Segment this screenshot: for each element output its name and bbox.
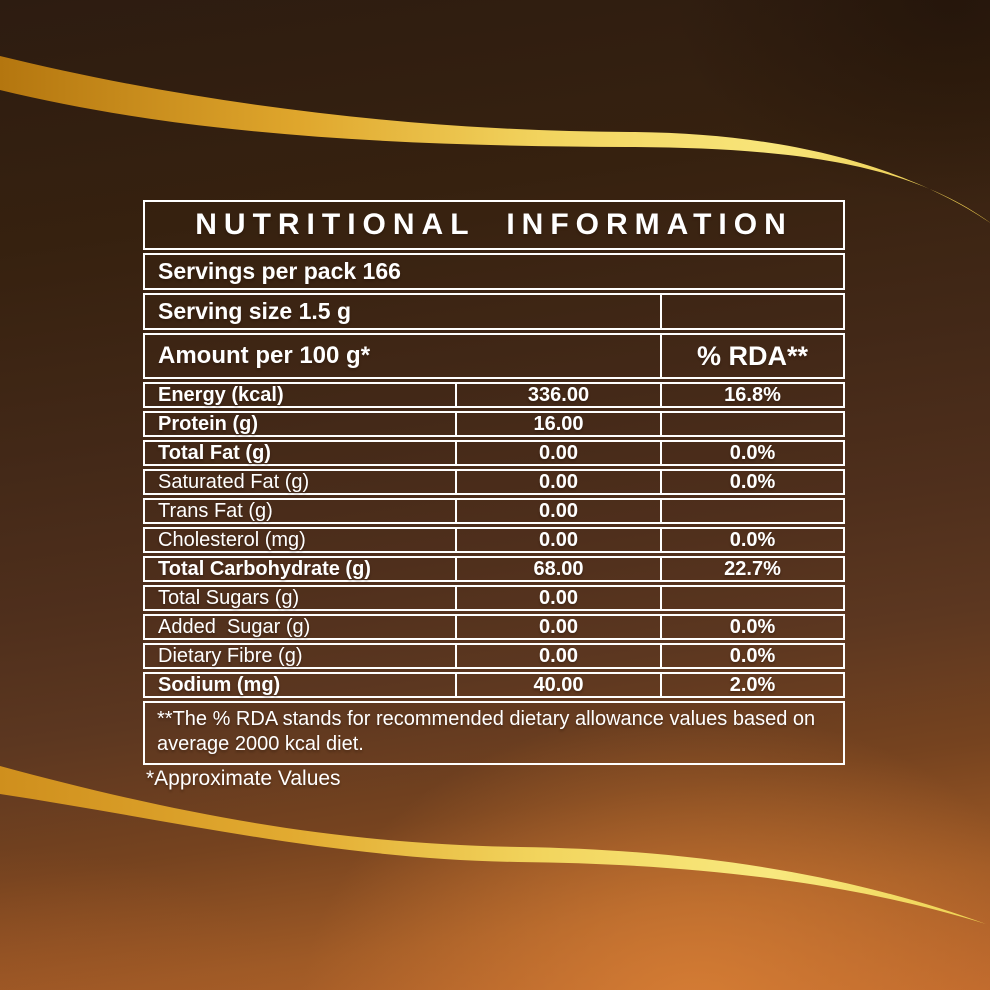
serving-size-row: Serving size 1.5 g — [143, 293, 845, 330]
nutrient-label: Total Carbohydrate (g) — [158, 557, 371, 580]
nutrient-label: Total Fat (g) — [158, 441, 271, 464]
rda-header: % RDA** — [660, 335, 843, 377]
approximate-values-note: *Approximate Values — [146, 767, 341, 790]
nutrient-label: Sodium (mg) — [158, 673, 281, 696]
nutrient-rda: 0.0% — [660, 471, 843, 493]
nutrient-rda — [660, 413, 843, 435]
nutrient-rda — [660, 587, 843, 609]
nutrient-rda — [660, 500, 843, 522]
nutrient-value: 68.00 — [455, 558, 660, 580]
nutrient-value: 0.00 — [455, 442, 660, 464]
nutrient-rda: 0.0% — [660, 616, 843, 638]
nutrient-value: 0.00 — [455, 471, 660, 493]
table-row-trans-fat: Trans Fat (g) 0.00 — [143, 498, 845, 524]
nutrient-value: 0.00 — [455, 587, 660, 609]
amount-per-header: Amount per 100 g* — [158, 342, 371, 369]
nutrient-rda: 0.0% — [660, 442, 843, 464]
nutrient-label: Protein (g) — [158, 412, 258, 435]
nutrient-rda: 0.0% — [660, 529, 843, 551]
nutrient-label: Energy (kcal) — [158, 383, 284, 406]
nutrient-value: 336.00 — [455, 384, 660, 406]
nutrient-label: Added Sugar (g) — [158, 615, 311, 638]
table-row-cholesterol: Cholesterol (mg) 0.00 0.0% — [143, 527, 845, 553]
nutrient-value: 0.00 — [455, 645, 660, 667]
table-row-dietary-fibre: Dietary Fibre (g) 0.00 0.0% — [143, 643, 845, 669]
serving-size-text: Serving size 1.5 g — [158, 298, 352, 324]
nutrient-label: Cholesterol (mg) — [158, 528, 306, 551]
nutrient-rda: 16.8% — [660, 384, 843, 406]
table-row-total-sugars: Total Sugars (g) 0.00 — [143, 585, 845, 611]
servings-per-pack-row: Servings per pack 166 — [143, 253, 845, 290]
table-title: NUTRITIONAL INFORMATION — [195, 208, 793, 241]
table-row-saturated-fat: Saturated Fat (g) 0.00 0.0% — [143, 469, 845, 495]
nutrient-value: 40.00 — [455, 674, 660, 696]
table-title-row: NUTRITIONAL INFORMATION — [143, 200, 845, 250]
nutrient-label: Saturated Fat (g) — [158, 470, 310, 493]
servings-per-pack-text: Servings per pack 166 — [158, 258, 401, 284]
nutrition-table: NUTRITIONAL INFORMATION Servings per pac… — [143, 200, 845, 765]
nutrient-value: 0.00 — [455, 616, 660, 638]
serving-size-empty-cell — [660, 295, 843, 328]
nutrient-value: 0.00 — [455, 500, 660, 522]
rda-footnote-text: **The % RDA stands for recommended dieta… — [157, 708, 816, 755]
table-row-sodium: Sodium (mg) 40.00 2.0% — [143, 672, 845, 698]
nutrient-value: 0.00 — [455, 529, 660, 551]
table-row-energy: Energy (kcal) 336.00 16.8% — [143, 382, 845, 408]
nutrient-rda: 22.7% — [660, 558, 843, 580]
nutrient-rda: 2.0% — [660, 674, 843, 696]
table-row-total-carbohydrate: Total Carbohydrate (g) 68.00 22.7% — [143, 556, 845, 582]
table-row-protein: Protein (g) 16.00 — [143, 411, 845, 437]
table-row-added-sugar: Added Sugar (g) 0.00 0.0% — [143, 614, 845, 640]
nutrient-value: 16.00 — [455, 413, 660, 435]
column-header-row: Amount per 100 g* % RDA** — [143, 333, 845, 379]
nutrient-label: Total Sugars (g) — [158, 586, 300, 609]
table-row-total-fat: Total Fat (g) 0.00 0.0% — [143, 440, 845, 466]
nutrient-rda: 0.0% — [660, 645, 843, 667]
rda-footnote-row: **The % RDA stands for recommended dieta… — [143, 701, 845, 765]
nutrient-label: Dietary Fibre (g) — [158, 644, 303, 667]
nutrient-label: Trans Fat (g) — [158, 499, 273, 522]
